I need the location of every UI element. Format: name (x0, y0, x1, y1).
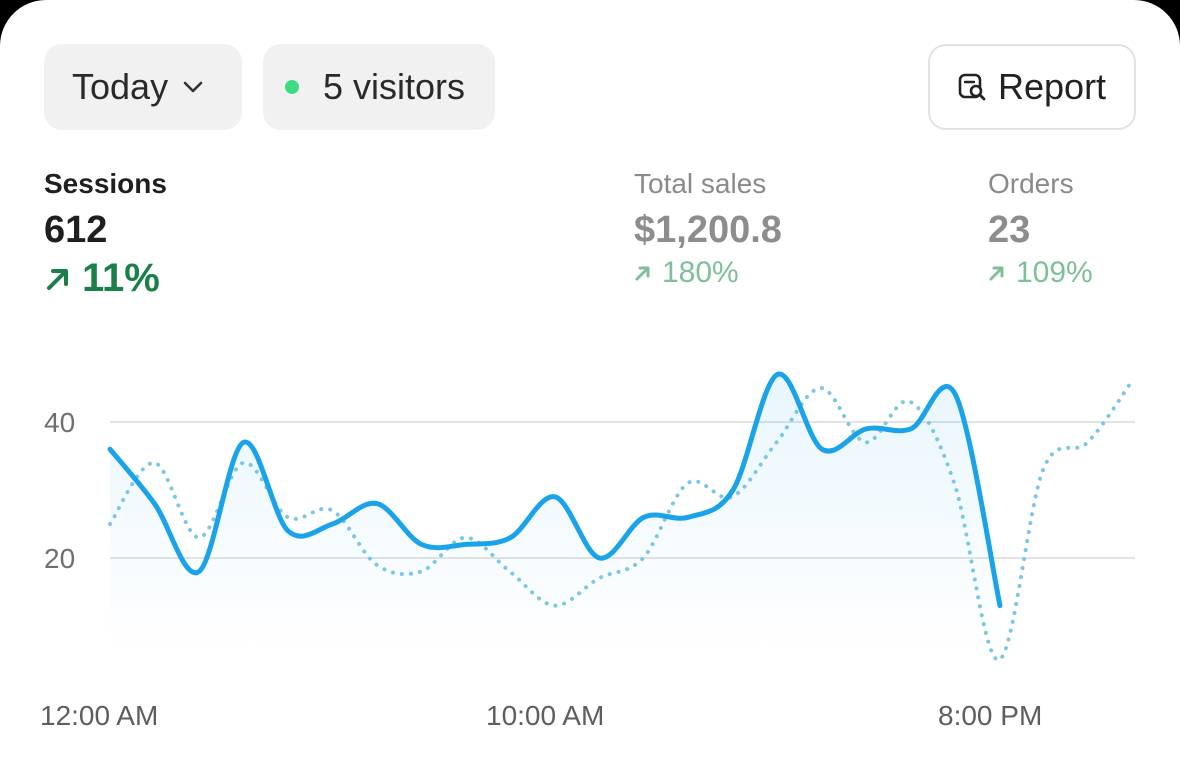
report-button-label: Report (998, 66, 1107, 107)
live-visitors-label: 5 visitors (323, 66, 466, 107)
y-tick-label: 20 (44, 543, 75, 574)
report-search-icon (958, 73, 986, 101)
metric-sessions-value: 612 (44, 209, 108, 251)
metric-orders-change: 109% (988, 256, 1093, 290)
metric-sessions-change-value: 11% (82, 256, 160, 300)
x-tick-label: 10:00 AM (486, 700, 605, 731)
series-line-current (107, 371, 1003, 609)
metric-sales-label: Total sales (634, 168, 767, 199)
y-tick-label: 40 (44, 407, 75, 438)
metric-orders-value: 23 (988, 209, 1031, 251)
report-button[interactable]: Report (928, 44, 1136, 130)
metric-sales-change: 180% (634, 256, 782, 290)
series-area-fill (110, 373, 1000, 654)
metric-orders-label: Orders (988, 168, 1074, 199)
chevron-down-icon (183, 81, 203, 93)
metric-orders-change-value: 109% (1016, 256, 1093, 289)
arrow-up-right-icon (635, 266, 650, 281)
x-tick-label: 8:00 PM (938, 700, 1043, 731)
metric-sales-value: $1,200.8 (634, 209, 782, 251)
x-tick-label: 12:00 AM (40, 700, 159, 731)
metric-total-sales[interactable]: Total sales $1,200.8 180% (634, 166, 782, 290)
arrow-up-right-icon (47, 268, 68, 290)
date-range-label: Today (72, 66, 169, 107)
metric-sessions-label: Sessions (44, 168, 167, 199)
live-status-dot (285, 80, 299, 94)
metric-sessions-change: 11% (44, 256, 167, 301)
date-range-dropdown[interactable]: Today (44, 44, 242, 130)
metric-orders[interactable]: Orders 23 109% (988, 166, 1093, 290)
metric-sales-change-value: 180% (662, 256, 739, 289)
live-visitors-badge[interactable]: 5 visitors (263, 44, 495, 130)
metric-sessions[interactable]: Sessions 612 11% (44, 166, 167, 301)
arrow-up-right-icon (989, 266, 1004, 281)
